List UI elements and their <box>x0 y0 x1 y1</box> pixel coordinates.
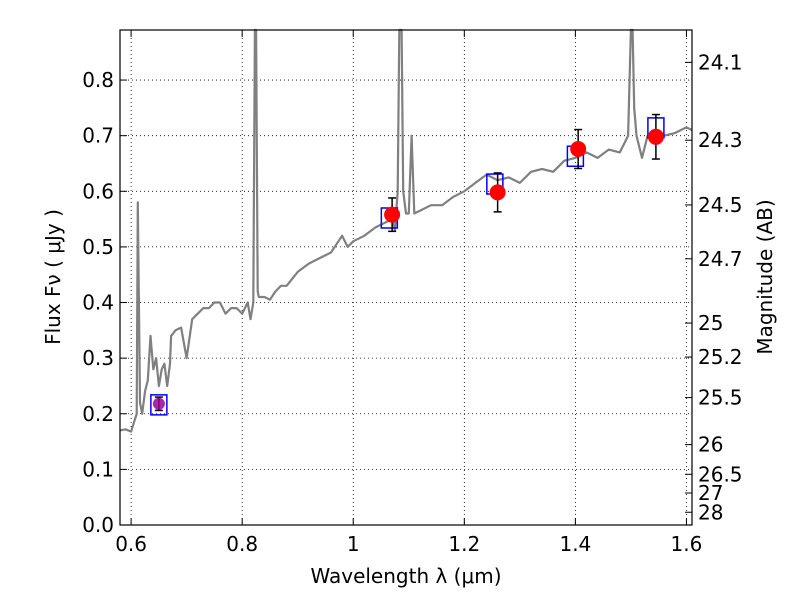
magnitude-tick-label: 24.3 <box>698 128 743 152</box>
y-tick-label: 0.2 <box>82 402 114 426</box>
x-tick-label: 1 <box>347 532 360 556</box>
x-tick-label: 1.2 <box>448 532 480 556</box>
spectrum-series <box>119 28 693 433</box>
y-tick-label: 0.5 <box>82 235 114 259</box>
model-box <box>150 394 168 416</box>
magnitude-tick-label: 25 <box>698 311 723 335</box>
magnitude-tick-label: 26.5 <box>698 462 743 486</box>
magnitude-tick-label: 27 <box>698 481 723 505</box>
x-tick-label: 0.6 <box>115 532 147 556</box>
y-tick-label: 0.4 <box>82 291 114 315</box>
y-tick-label: 0.6 <box>82 179 114 203</box>
plot-frame <box>119 29 693 526</box>
magnitude-tick-label: 26 <box>698 433 723 457</box>
error-bars <box>154 113 660 412</box>
y-tick-label: 0.1 <box>82 457 114 481</box>
magnitude-axis-title: Magnitude (AB) <box>753 199 777 354</box>
y-tick-label: 0.0 <box>82 513 114 537</box>
magnitude-tick-label: 28 <box>698 500 723 524</box>
observed-point <box>152 397 165 410</box>
x-tick-label: 1.6 <box>671 532 703 556</box>
magnitude-tick-label: 25.2 <box>698 345 743 369</box>
magnitude-tick-label: 25.5 <box>698 386 743 410</box>
observed-points <box>152 128 664 410</box>
y-tick-label: 0.7 <box>82 124 114 148</box>
y-tick-label: 0.8 <box>82 68 114 92</box>
observed-point <box>384 206 401 223</box>
observed-point <box>570 141 587 158</box>
x-tick-label: 1.4 <box>559 532 591 556</box>
x-axis-ticks: 0.6 0.8 1 1.2 1.4 1.6 <box>115 30 702 556</box>
grid <box>120 30 692 526</box>
y-axis-ticks: 0.0 0.1 0.2 0.3 0.4 0.5 0.6 0.7 0.8 <box>82 68 127 537</box>
observed-point <box>647 128 664 145</box>
x-axis-title: Wavelength λ (μm) <box>310 564 501 588</box>
y-tick-label: 0.3 <box>82 346 114 370</box>
magnitude-tick-label: 24.7 <box>698 247 743 271</box>
magnitude-tick-label: 24.1 <box>698 50 743 74</box>
x-tick-label: 0.8 <box>226 532 258 556</box>
observed-point <box>489 184 506 201</box>
magnitude-tick-label: 24.5 <box>698 193 743 217</box>
model-boxes <box>150 117 665 416</box>
y-axis-title: Flux Fν ( μJy ) <box>41 209 65 345</box>
spectrum-line <box>119 28 693 433</box>
